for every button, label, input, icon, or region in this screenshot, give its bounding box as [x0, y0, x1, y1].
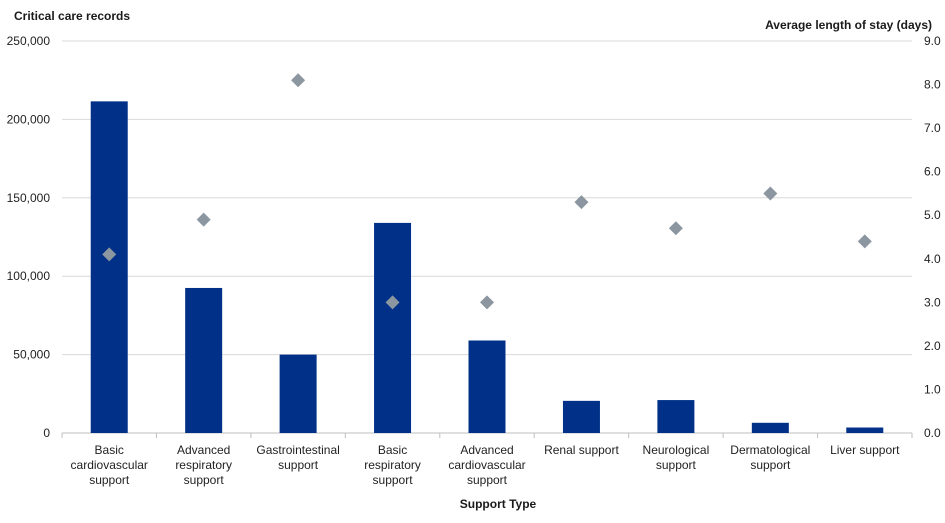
diamond-marker — [763, 186, 778, 201]
bar — [374, 222, 412, 433]
diamond-marker — [196, 212, 211, 227]
diamond-marker — [102, 247, 117, 262]
left-axis-ticks: 0 50,000 100,000 150,000 200,000 250,000 — [7, 34, 51, 440]
left-tick-label: 250,000 — [7, 34, 51, 48]
right-tick-label: 9.0 — [924, 34, 941, 48]
right-axis-title: Average length of stay (days) — [765, 18, 932, 32]
left-axis-title: Critical care records — [14, 9, 130, 23]
category-label: Renal support — [544, 443, 619, 457]
bar-series — [90, 101, 884, 434]
scatter-series — [102, 73, 872, 310]
category-label: Advanced cardiovascular support — [448, 443, 525, 487]
left-tick-label: 0 — [43, 426, 50, 440]
diamond-marker — [668, 221, 683, 236]
left-tick-label: 50,000 — [13, 348, 50, 362]
diamond-marker — [480, 295, 494, 310]
bar — [657, 400, 695, 433]
category-label: Advanced respiratory support — [175, 443, 232, 487]
right-tick-label: 5.0 — [924, 208, 941, 222]
left-tick-label: 100,000 — [7, 269, 51, 283]
category-labels: Basic cardiovascular support Advanced respir… — [71, 443, 901, 487]
bar — [468, 340, 506, 433]
right-tick-label: 0.0 — [924, 426, 941, 440]
category-label: Dermatological support — [730, 443, 810, 472]
right-tick-label: 8.0 — [924, 78, 941, 92]
bar — [751, 422, 789, 433]
bar — [562, 400, 600, 433]
right-tick-label: 6.0 — [924, 165, 941, 179]
bar — [90, 101, 128, 434]
diamond-marker — [574, 195, 589, 210]
left-tick-label: 200,000 — [7, 112, 51, 126]
category-label: Liver support — [830, 443, 900, 457]
right-tick-label: 1.0 — [924, 382, 941, 396]
bar — [279, 354, 317, 433]
right-axis-ticks: 0.0 1.0 2.0 3.0 4.0 5.0 6.0 7.0 8.0 9.0 — [924, 34, 941, 440]
bar — [185, 287, 223, 433]
bar — [846, 427, 884, 433]
category-label: Basic cardiovascular support — [71, 443, 148, 487]
right-tick-label: 7.0 — [924, 121, 941, 135]
right-tick-label: 3.0 — [924, 295, 941, 309]
right-tick-label: 2.0 — [924, 339, 941, 353]
category-label: Basic respiratory support — [364, 443, 421, 487]
diamond-marker — [857, 234, 872, 249]
diamond-marker — [385, 295, 400, 310]
diamond-marker — [291, 73, 306, 88]
right-tick-label: 4.0 — [924, 252, 941, 266]
left-tick-label: 150,000 — [7, 191, 51, 205]
category-label: Gastrointestinal support — [256, 443, 339, 472]
category-label: Neurological support — [643, 443, 710, 472]
x-axis-title: Support Type — [460, 497, 537, 511]
